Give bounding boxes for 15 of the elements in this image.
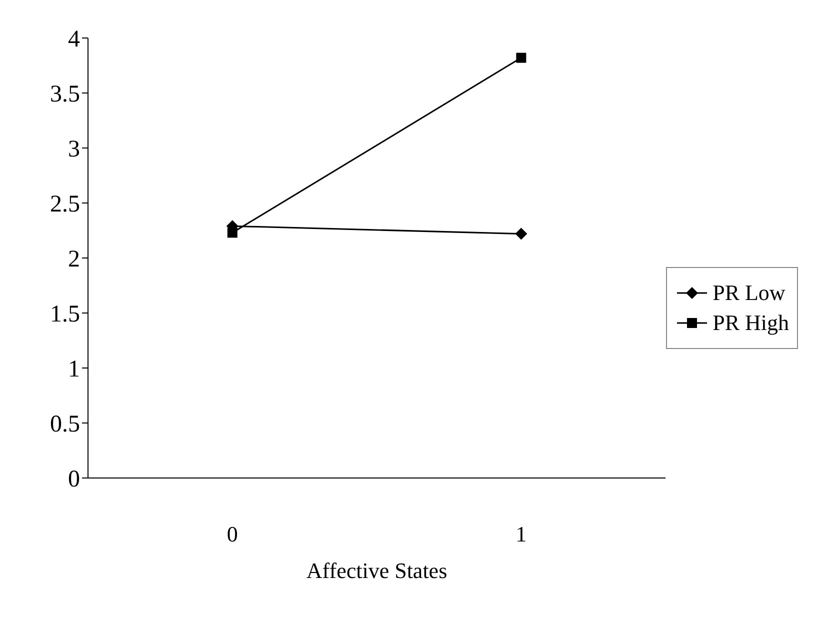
y-tick-label: 3 (68, 136, 80, 163)
y-tick-label: 2.5 (50, 192, 80, 218)
y-tick-label: 4 (68, 26, 80, 53)
x-axis-title: Affective States (306, 558, 448, 583)
legend-label: PR High (712, 310, 789, 336)
y-tick-label: 3.5 (50, 82, 80, 108)
y-tick-label: 1 (68, 356, 80, 383)
point (516, 52, 526, 63)
point (227, 228, 238, 238)
y-tick-label: 0 (68, 466, 80, 493)
y-tick-label: 0.5 (50, 412, 80, 438)
y-tick-label: 1.5 (50, 302, 80, 328)
legend-label: PR Low (712, 280, 786, 306)
point (515, 228, 528, 240)
y-tick-label: 2 (68, 246, 80, 273)
